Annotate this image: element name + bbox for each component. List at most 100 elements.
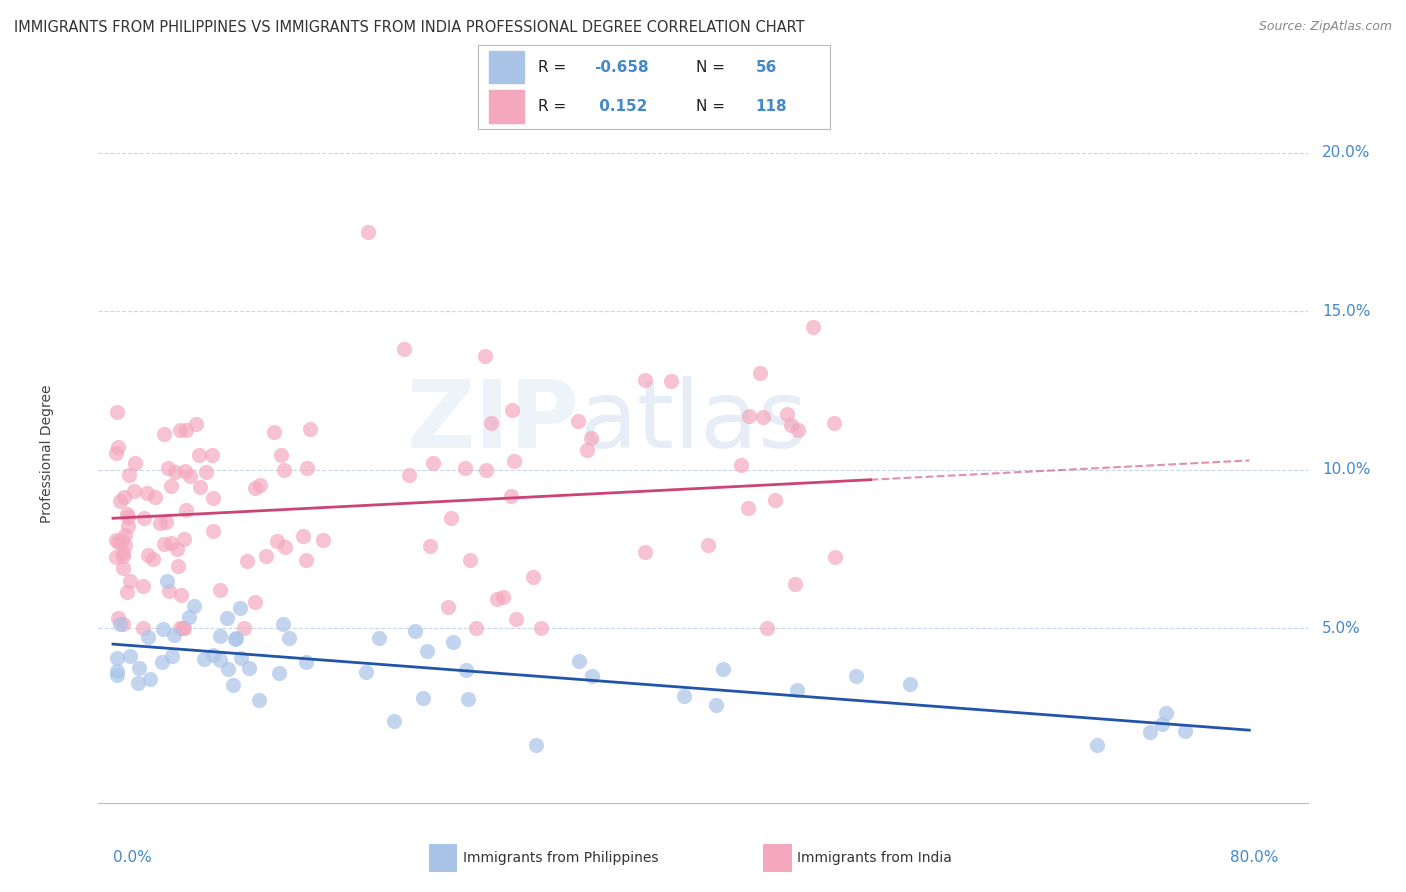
Point <box>367 632 389 646</box>
Point <box>567 414 589 428</box>
Point <box>136 631 159 645</box>
Point <box>128 661 150 675</box>
Point <box>422 456 444 470</box>
Point <box>295 461 318 475</box>
Point <box>581 669 603 683</box>
Point <box>107 535 129 549</box>
Point <box>271 616 294 631</box>
Text: Professional Degree: Professional Degree <box>41 384 55 524</box>
Point <box>209 583 232 598</box>
Point <box>108 616 131 631</box>
Point <box>749 366 772 380</box>
Point <box>134 511 156 525</box>
Point <box>522 570 544 584</box>
Point <box>156 574 179 588</box>
Text: 10.0%: 10.0% <box>1322 462 1371 477</box>
Point <box>111 560 134 574</box>
Point <box>845 669 868 683</box>
Point <box>194 465 217 479</box>
Point <box>291 529 314 543</box>
Bar <box>489 51 524 83</box>
Point <box>775 407 797 421</box>
Point <box>824 549 846 564</box>
Point <box>104 549 127 564</box>
Point <box>738 409 761 423</box>
Point <box>115 585 138 599</box>
Point <box>492 590 515 604</box>
Text: R =: R = <box>538 60 567 75</box>
Point <box>245 481 267 495</box>
Point <box>1174 724 1197 739</box>
Point <box>357 225 380 239</box>
Point <box>412 690 434 705</box>
Point <box>217 663 239 677</box>
Point <box>114 538 136 552</box>
Text: N =: N = <box>696 60 725 75</box>
Point <box>474 349 496 363</box>
Point <box>453 461 475 475</box>
Text: ZIP: ZIP <box>406 376 579 468</box>
Point <box>247 693 270 707</box>
Point <box>457 691 479 706</box>
Point <box>763 492 786 507</box>
Point <box>786 424 808 438</box>
Point <box>299 422 322 436</box>
Point <box>697 538 720 552</box>
Point <box>111 533 134 547</box>
Point <box>1154 706 1177 720</box>
Point <box>801 320 824 334</box>
Text: IMMIGRANTS FROM PHILIPPINES VS IMMIGRANTS FROM INDIA PROFESSIONAL DEGREE CORRELA: IMMIGRANTS FROM PHILIPPINES VS IMMIGRANT… <box>14 20 804 35</box>
Point <box>224 632 246 647</box>
Point <box>823 416 845 430</box>
Point <box>104 533 127 548</box>
Point <box>233 621 256 635</box>
Point <box>169 621 191 635</box>
Point <box>274 540 297 554</box>
Point <box>256 549 278 564</box>
Point <box>1085 739 1108 753</box>
Point <box>419 539 441 553</box>
Point <box>174 503 197 517</box>
Point <box>294 553 316 567</box>
Point <box>115 507 138 521</box>
Point <box>105 664 128 678</box>
Point <box>277 631 299 645</box>
Point <box>120 648 142 663</box>
Point <box>153 427 176 442</box>
Point <box>112 617 135 632</box>
Point <box>503 454 526 468</box>
Point <box>704 698 727 712</box>
Point <box>501 402 523 417</box>
Text: 5.0%: 5.0% <box>1322 621 1361 636</box>
Point <box>173 532 195 546</box>
Point <box>568 654 591 668</box>
Point <box>131 579 153 593</box>
Point <box>142 551 165 566</box>
Point <box>201 491 224 505</box>
Point <box>751 409 773 424</box>
Point <box>711 662 734 676</box>
Point <box>236 554 259 568</box>
Point <box>225 631 247 645</box>
Point <box>404 624 426 638</box>
Point <box>114 527 136 541</box>
Point <box>217 610 239 624</box>
Text: 0.0%: 0.0% <box>112 850 152 865</box>
Point <box>634 545 657 559</box>
Text: Immigrants from India: Immigrants from India <box>797 851 952 865</box>
Point <box>737 500 759 515</box>
Point <box>107 440 129 454</box>
Point <box>173 621 195 635</box>
Point <box>898 676 921 690</box>
Point <box>273 463 295 477</box>
Point <box>201 524 224 539</box>
Point <box>579 431 602 445</box>
Point <box>454 664 477 678</box>
Text: 20.0%: 20.0% <box>1322 145 1371 161</box>
Point <box>153 537 176 551</box>
Point <box>208 629 231 643</box>
Point <box>174 423 197 437</box>
Point <box>416 644 439 658</box>
Point <box>152 622 174 636</box>
Point <box>105 651 128 665</box>
